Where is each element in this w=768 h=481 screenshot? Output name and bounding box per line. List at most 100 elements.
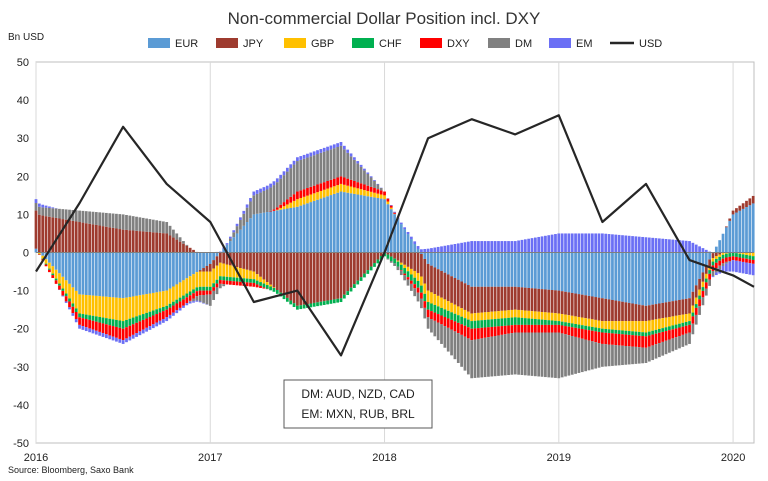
bar-segment-jpy bbox=[735, 208, 738, 213]
bar-segment-eur bbox=[597, 252, 601, 298]
bar-segment-gbp bbox=[292, 200, 296, 208]
bar-segment-chf bbox=[349, 287, 353, 292]
bar-segment-jpy bbox=[621, 301, 624, 322]
bar-segment-chf bbox=[322, 301, 326, 305]
bar-segment-chf bbox=[544, 319, 547, 325]
bar-segment-chf bbox=[725, 253, 728, 258]
bar-segment-dxy bbox=[637, 335, 641, 348]
bar-segment-dxy bbox=[212, 287, 215, 291]
bar-segment-gbp bbox=[544, 312, 547, 320]
bar-segment-chf bbox=[195, 287, 199, 292]
bar-segment-gbp bbox=[440, 297, 443, 308]
bar-segment-dxy bbox=[406, 277, 410, 280]
bar-segment-chf bbox=[557, 321, 561, 325]
bar-segment-dxy bbox=[601, 332, 604, 344]
bar-segment-gbp bbox=[195, 272, 199, 288]
bar-segment-eur bbox=[128, 252, 132, 298]
bar-segment-em bbox=[125, 338, 128, 343]
bar-segment-em bbox=[41, 204, 45, 208]
bar-segment-gbp bbox=[178, 282, 182, 298]
bar-segment-em bbox=[118, 338, 122, 343]
bar-segment-dxy bbox=[554, 324, 557, 333]
bar-segment-chf bbox=[296, 305, 299, 310]
bar-segment-eur bbox=[125, 252, 128, 298]
bar-segment-dm bbox=[426, 317, 430, 329]
legend-swatch-dxy bbox=[420, 38, 442, 48]
bar-segment-dxy bbox=[624, 334, 628, 346]
bar-segment-em bbox=[493, 241, 497, 253]
bar-segment-jpy bbox=[490, 286, 494, 312]
bar-segment-dm bbox=[172, 229, 175, 238]
bar-segment-chf bbox=[74, 308, 78, 312]
bar-segment-dm bbox=[249, 201, 252, 219]
bar-segment-gbp bbox=[493, 311, 497, 320]
bar-segment-jpy bbox=[202, 268, 205, 272]
bar-segment-eur bbox=[145, 252, 148, 295]
bar-segment-chf bbox=[178, 297, 182, 302]
bar-segment-dxy bbox=[725, 257, 728, 262]
bar-segment-dm bbox=[64, 209, 68, 220]
bar-segment-em bbox=[577, 233, 581, 253]
bar-segment-dxy bbox=[403, 273, 407, 276]
bar-segment-em bbox=[614, 234, 618, 253]
bar-segment-gbp bbox=[406, 266, 410, 272]
bar-segment-dxy bbox=[718, 260, 722, 266]
bar-segment-chf bbox=[420, 285, 423, 293]
bar-segment-jpy bbox=[74, 221, 78, 253]
bar-segment-em bbox=[721, 265, 725, 273]
bar-segment-eur bbox=[513, 252, 517, 287]
bar-segment-dm bbox=[269, 187, 272, 211]
bar-segment-eur bbox=[483, 252, 487, 287]
bar-segment-chf bbox=[54, 278, 58, 281]
bar-segment-em bbox=[289, 164, 293, 169]
bar-segment-em bbox=[376, 183, 380, 185]
bar-segment-em bbox=[242, 210, 246, 214]
bar-segment-em bbox=[128, 336, 132, 341]
bar-segment-jpy bbox=[694, 285, 698, 298]
bar-segment-dm bbox=[78, 210, 81, 223]
bar-segment-gbp bbox=[487, 311, 490, 320]
bar-segment-dxy bbox=[48, 269, 51, 273]
bar-segment-eur bbox=[674, 252, 678, 301]
bar-segment-em bbox=[704, 249, 708, 253]
legend: EUR JPY GBP CHF DXY DM EM USD bbox=[148, 38, 662, 50]
bar-segment-eur bbox=[544, 252, 547, 290]
bar-segment-eur bbox=[71, 252, 75, 288]
bar-segment-gbp bbox=[550, 312, 554, 321]
bar-segment-eur bbox=[550, 252, 554, 291]
bar-segment-em bbox=[44, 205, 48, 208]
bar-segment-jpy bbox=[540, 289, 544, 312]
bar-segment-jpy bbox=[245, 252, 249, 270]
bar-segment-gbp bbox=[460, 308, 463, 317]
bar-segment-chf bbox=[617, 330, 621, 334]
bar-segment-em bbox=[547, 235, 551, 253]
bar-segment-jpy bbox=[393, 252, 396, 259]
bar-segment-em bbox=[634, 236, 638, 253]
bar-segment-eur bbox=[560, 252, 564, 292]
bar-segment-em bbox=[500, 241, 504, 253]
bar-segment-em bbox=[725, 263, 728, 272]
bar-segment-jpy bbox=[265, 252, 269, 283]
bar-segment-dm bbox=[590, 341, 594, 370]
y-axis-unit-label: Bn USD bbox=[8, 32, 44, 43]
bar-segment-gbp bbox=[617, 321, 621, 331]
bar-segment-chf bbox=[168, 303, 172, 308]
bar-segment-gbp bbox=[285, 204, 289, 209]
bar-segment-eur bbox=[245, 222, 249, 253]
bar-segment-jpy bbox=[235, 252, 239, 268]
bar-segment-dm bbox=[460, 334, 463, 367]
bar-segment-jpy bbox=[487, 286, 490, 312]
bar-segment-jpy bbox=[725, 226, 728, 228]
bar-segment-gbp bbox=[399, 262, 403, 265]
bar-segment-chf bbox=[634, 331, 638, 336]
bar-segment-chf bbox=[148, 311, 152, 317]
bar-segment-chf bbox=[309, 303, 313, 308]
bar-segment-jpy bbox=[741, 203, 745, 209]
bar-segment-em bbox=[158, 320, 162, 325]
bar-segment-chf bbox=[393, 258, 396, 264]
bar-segment-em bbox=[312, 151, 316, 156]
bar-segment-dxy bbox=[477, 328, 480, 339]
bar-segment-em bbox=[329, 145, 333, 150]
bar-segment-em bbox=[48, 206, 51, 208]
bar-segment-dm bbox=[725, 261, 728, 264]
